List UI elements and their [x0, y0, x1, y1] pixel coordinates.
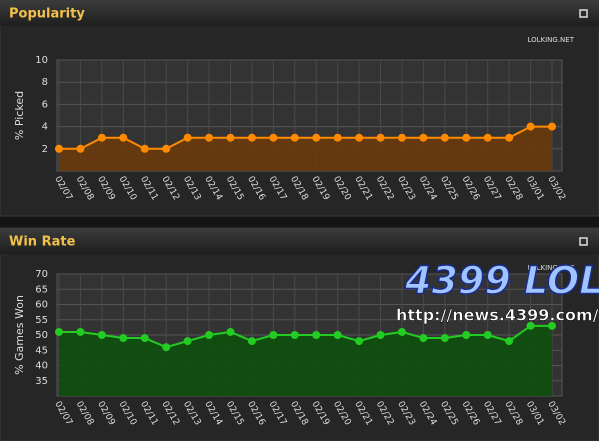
source-label: LOLKING.NET	[527, 264, 574, 272]
point	[333, 331, 342, 339]
point	[183, 133, 192, 142]
point	[226, 327, 235, 336]
point	[526, 321, 535, 330]
y-tick-label: 55	[35, 315, 48, 326]
y-axis-label: % Games Won	[13, 295, 26, 375]
y-tick-label: 70	[35, 269, 48, 280]
panel-header	[0, 0, 599, 26]
y-tick-label: 65	[35, 284, 48, 295]
point	[97, 133, 106, 142]
point	[55, 327, 63, 336]
watermark-logo: 4399 LOL	[404, 259, 599, 303]
point	[183, 337, 192, 346]
y-tick-label: 10	[35, 55, 48, 66]
point	[483, 331, 492, 339]
refresh-icon[interactable]	[579, 237, 588, 246]
y-tick-label: 40	[35, 361, 48, 372]
point	[526, 122, 535, 131]
point	[505, 337, 514, 346]
refresh-icon[interactable]	[579, 9, 588, 18]
point	[119, 334, 128, 343]
point	[205, 331, 214, 339]
y-tick-label: 6	[42, 99, 48, 110]
point	[97, 331, 106, 339]
point	[462, 331, 471, 339]
panel-header	[0, 228, 599, 254]
point	[226, 133, 235, 142]
point	[355, 133, 364, 142]
source-label: LOLKING.NET	[527, 36, 574, 44]
point	[76, 144, 85, 153]
y-tick-label: 2	[42, 144, 48, 155]
point	[548, 122, 556, 131]
point	[548, 321, 556, 330]
point	[397, 133, 406, 142]
point	[312, 133, 321, 142]
point	[505, 133, 514, 142]
y-tick-label: 8	[42, 77, 48, 88]
panel-title: Popularity	[9, 7, 85, 22]
point	[397, 327, 406, 336]
point	[355, 337, 364, 346]
point	[462, 133, 471, 142]
point	[269, 133, 278, 142]
y-tick-label: 4	[42, 122, 48, 133]
point	[76, 327, 85, 336]
point	[376, 133, 385, 142]
point	[333, 133, 342, 142]
point	[162, 144, 171, 153]
watermark-url: http://news.4399.com/lol/	[396, 306, 599, 325]
y-axis-label: % Picked	[13, 91, 26, 140]
point	[119, 133, 128, 142]
y-tick-label: 45	[35, 345, 48, 356]
point	[162, 343, 171, 352]
point	[290, 331, 299, 339]
y-tick-label: 35	[35, 376, 48, 387]
point	[312, 331, 321, 339]
point	[419, 133, 428, 142]
point	[483, 133, 492, 142]
y-tick-label: 50	[35, 330, 48, 341]
panel-title: Win Rate	[9, 235, 76, 250]
y-tick-label: 60	[35, 300, 48, 311]
point	[140, 144, 149, 153]
point	[290, 133, 299, 142]
point	[376, 331, 385, 339]
point	[419, 334, 428, 343]
point	[440, 133, 449, 142]
point	[55, 144, 63, 153]
point	[205, 133, 214, 142]
point	[440, 334, 449, 343]
point	[269, 331, 278, 339]
point	[247, 133, 256, 142]
point	[247, 337, 256, 346]
point	[140, 334, 149, 343]
